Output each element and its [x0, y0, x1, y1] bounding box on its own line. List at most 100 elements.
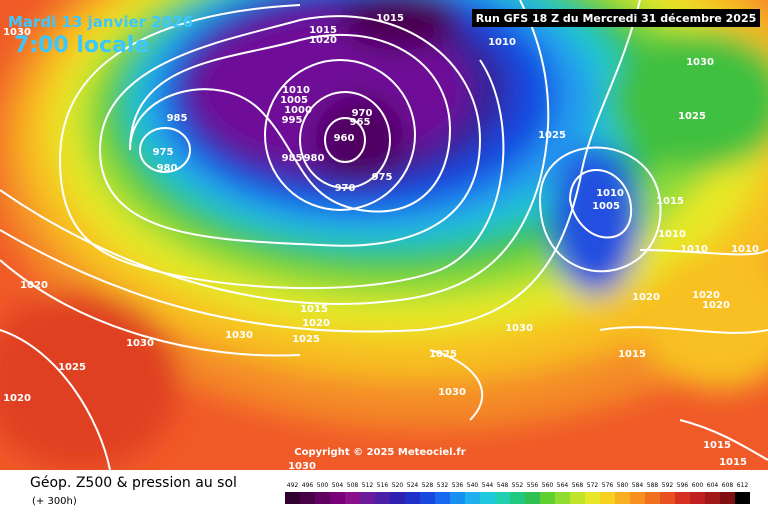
isobar-label: 1030: [686, 57, 714, 68]
copyright: Copyright © 2025 Meteociel.fr: [294, 447, 465, 458]
isobar-label: 1020: [692, 290, 720, 301]
isobar-label: 960: [334, 133, 355, 144]
isobar-label: 1025: [292, 334, 320, 345]
scale-cell: [735, 492, 750, 504]
isobar-label: 995: [282, 115, 303, 126]
isobar-label: 1000: [284, 105, 312, 116]
scale-cell: [360, 492, 375, 504]
scale-cell: [630, 492, 645, 504]
isobars: [0, 0, 768, 471]
scale-cell: [690, 492, 705, 504]
scale-label: 540: [467, 482, 479, 489]
scale-label: 560: [542, 482, 554, 489]
isobar-label: 980: [304, 153, 325, 164]
scale-label: 576: [602, 482, 614, 489]
scale-label: 600: [692, 482, 704, 489]
scale-label: 496: [302, 482, 314, 489]
scale-cell: [495, 492, 510, 504]
scale-cell: [675, 492, 690, 504]
scale-cell: [600, 492, 615, 504]
scale-label: 552: [512, 482, 524, 489]
scale-label: 568: [572, 482, 584, 489]
scale-label: 588: [647, 482, 659, 489]
isobar-label: 1015: [703, 440, 731, 451]
forecast-date: Mardi 13 janvier 2026: [8, 13, 193, 31]
scale-cell: [540, 492, 555, 504]
scale-label: 492: [287, 482, 299, 489]
isobar-label: 1025: [429, 349, 457, 360]
isobar-label: 970: [335, 183, 356, 194]
isobar-label: 1020: [20, 280, 48, 291]
color-scale: 492 496 500 504 508 512 516 520 524 528 532 536 540 5…: [285, 482, 750, 504]
isobar-label: 1030: [438, 387, 466, 398]
scale-cell: [615, 492, 630, 504]
scale-cell: [660, 492, 675, 504]
run-info: Run GFS 18 Z du Mercredi 31 décembre 202…: [476, 12, 757, 25]
scale-label: 532: [437, 482, 449, 489]
lead-time: (+ 300h): [32, 496, 77, 507]
isobar-label: 1030: [225, 330, 253, 341]
isobar-labels: 1015 1015 1020 1010 1030 1030 1025 985 975 980 101…: [3, 13, 759, 472]
scale-cell: [450, 492, 465, 504]
isobar-label: 980: [157, 163, 178, 174]
scale-cell: [585, 492, 600, 504]
isobar-label: 985: [167, 113, 188, 124]
scale-cell: [465, 492, 480, 504]
scale-cell: [525, 492, 540, 504]
scale-label: 612: [737, 482, 749, 489]
scale-cell: [510, 492, 525, 504]
isobar-label: 1030: [288, 461, 316, 472]
isobar-label: 1025: [538, 130, 566, 141]
scale-label: 580: [617, 482, 629, 489]
scale-label: 584: [632, 482, 644, 489]
isobar-label: 975: [153, 147, 174, 158]
isobar-label: 1015: [618, 349, 646, 360]
isobar-label: 965: [350, 117, 371, 128]
scale-cell: [720, 492, 735, 504]
isobar-label: 1030: [505, 323, 533, 334]
isobar-label: 1005: [592, 201, 620, 212]
scale-cell: [645, 492, 660, 504]
footer: [0, 470, 768, 512]
isobar-label: 1025: [58, 362, 86, 373]
scale-cell: [345, 492, 360, 504]
isobar-label: 1015: [719, 457, 747, 468]
scale-cell: [570, 492, 585, 504]
isobar-label: 1030: [3, 27, 31, 38]
scale-label: 512: [362, 482, 374, 489]
scale-label: 564: [557, 482, 569, 489]
scale-label: 556: [527, 482, 539, 489]
isobar-label: 1015: [300, 304, 328, 315]
scale-cell: [300, 492, 315, 504]
isobar-label: 1005: [280, 95, 308, 106]
scale-cell: [435, 492, 450, 504]
isobar-label: 1015: [656, 196, 684, 207]
forecast-time: 7:00 locale: [14, 33, 149, 58]
scale-label: 592: [662, 482, 674, 489]
scale-label: 520: [392, 482, 404, 489]
isobar-label: 1010: [596, 188, 624, 199]
footer-title: Géop. Z500 & pression au sol: [30, 475, 237, 491]
run-box: [472, 9, 760, 27]
isobar-label: 1020: [309, 35, 337, 46]
isobar-label: 1010: [658, 229, 686, 240]
isobar-label: 1030: [126, 338, 154, 349]
isobar-label: 1015: [376, 13, 404, 24]
isobar-label: 985: [282, 153, 303, 164]
isobar-label: 1025: [678, 111, 706, 122]
isobar-label: 975: [372, 172, 393, 183]
scale-label: 536: [452, 482, 464, 489]
scale-cell: [420, 492, 435, 504]
scale-cell: [705, 492, 720, 504]
scale-label: 504: [332, 482, 344, 489]
scale-cell: [375, 492, 390, 504]
scale-label: 528: [422, 482, 434, 489]
scale-cell: [315, 492, 330, 504]
scale-cell: [405, 492, 420, 504]
isobar-label: 1010: [731, 244, 759, 255]
scale-cell: [285, 492, 300, 504]
scale-label: 508: [347, 482, 359, 489]
scale-label: 500: [317, 482, 329, 489]
isobar-label: 1010: [282, 85, 310, 96]
